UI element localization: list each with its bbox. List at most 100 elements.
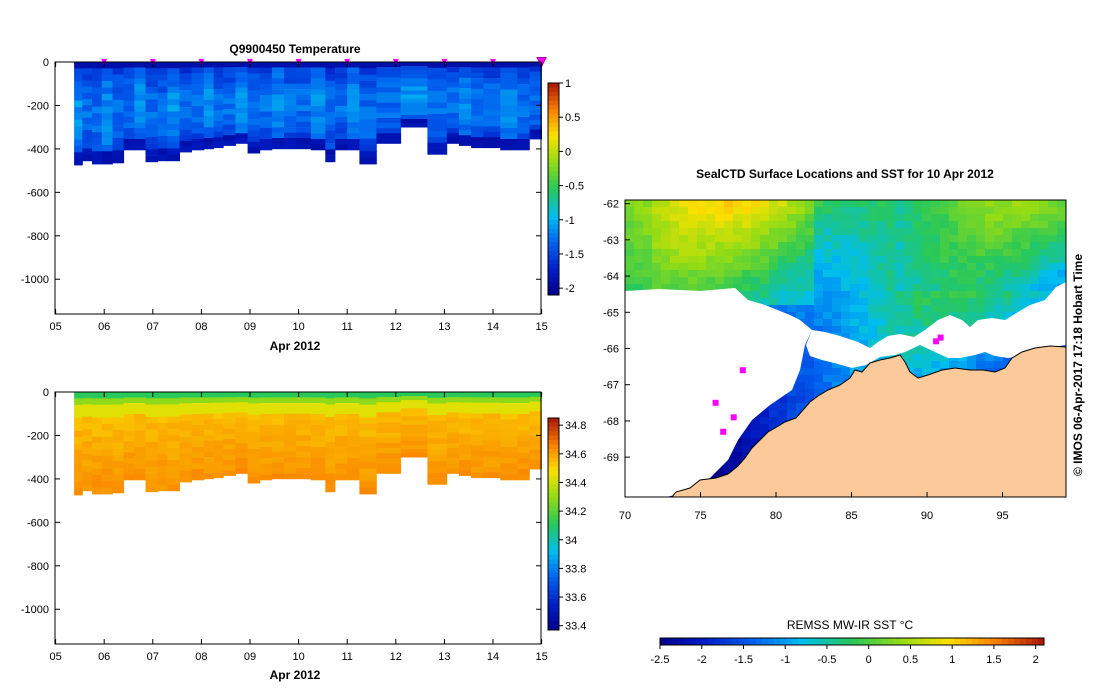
section-cell xyxy=(179,135,192,142)
colorbar-segment xyxy=(548,162,559,168)
section-cell xyxy=(259,414,273,420)
section-cell xyxy=(235,432,248,439)
section-cell xyxy=(123,430,135,437)
sst-cell xyxy=(913,291,923,299)
sst-cell xyxy=(931,207,941,215)
sst-cell xyxy=(841,214,851,222)
section-cell xyxy=(259,67,273,74)
section-cell xyxy=(82,435,93,442)
section-cell xyxy=(223,470,236,476)
section-cell xyxy=(92,404,103,412)
section-cell xyxy=(157,460,168,467)
sst-cell xyxy=(922,207,932,215)
sst-cell xyxy=(931,249,941,257)
section-cell xyxy=(459,418,472,424)
sst-cell xyxy=(814,305,824,313)
section-cell xyxy=(335,469,348,475)
section-cell xyxy=(310,397,326,404)
section-cell xyxy=(157,472,168,479)
section-cell xyxy=(500,106,518,112)
section-cell xyxy=(167,435,180,442)
section-cell xyxy=(145,112,159,119)
y-tick-label: -600 xyxy=(27,187,49,199)
sst-cell xyxy=(760,284,770,292)
sst-cell xyxy=(1039,277,1049,285)
section-cell xyxy=(310,111,326,118)
sst-cell xyxy=(634,284,644,292)
section-cell xyxy=(235,463,248,469)
section-cell xyxy=(471,445,484,452)
section-cell xyxy=(74,392,83,399)
colorbar-segment xyxy=(548,202,559,208)
colorbar-segment xyxy=(548,426,559,432)
sst-cell xyxy=(805,312,815,320)
section-cell xyxy=(446,392,460,398)
section-cell xyxy=(500,441,518,448)
section-cell xyxy=(112,404,125,412)
section-cell xyxy=(134,458,146,464)
section-cell xyxy=(191,425,205,431)
x-tick-label: 05 xyxy=(49,321,61,333)
sst-cell xyxy=(787,263,797,271)
section-cell xyxy=(459,454,472,461)
section-cell xyxy=(310,458,326,464)
section-cell xyxy=(271,105,285,112)
colorbar-segment xyxy=(548,233,559,238)
section-cell xyxy=(359,87,377,95)
sst-cell xyxy=(922,291,932,299)
section-cell xyxy=(134,89,146,96)
colorbar-segment xyxy=(548,153,559,159)
sst-cell xyxy=(796,298,806,306)
section-cell xyxy=(335,463,348,470)
section-cell xyxy=(123,95,135,101)
section-cell xyxy=(213,121,224,127)
sst-cell xyxy=(1012,256,1022,264)
sst-cell xyxy=(877,256,887,264)
sst-cell xyxy=(1057,256,1066,264)
sst-cell xyxy=(814,361,824,369)
section-cell xyxy=(247,403,261,410)
section-cell xyxy=(82,404,93,411)
sst-cell xyxy=(796,305,806,313)
sst-cell xyxy=(994,354,1004,362)
sst-colorbar-tick-label: -0.5 xyxy=(817,654,836,666)
sst-cell xyxy=(823,368,833,376)
sst-cell xyxy=(1048,242,1058,250)
sst-cell xyxy=(724,263,734,271)
sst-cell xyxy=(850,333,860,341)
sst-colorbar-segment xyxy=(1008,638,1015,645)
colorbar-segment xyxy=(548,219,559,225)
sst-cell xyxy=(868,340,878,348)
sst-cell xyxy=(733,242,743,250)
section-cell xyxy=(259,447,273,453)
section-cell xyxy=(271,419,285,425)
sst-cell xyxy=(904,200,914,208)
colorbar-segment xyxy=(548,612,559,618)
section-cell xyxy=(376,453,402,459)
sst-cell xyxy=(841,298,851,306)
temperature-title: Q9900450 Temperature xyxy=(229,42,361,56)
sst-cell xyxy=(715,221,725,229)
sst-cell xyxy=(877,354,887,362)
section-cell xyxy=(310,441,326,448)
section-cell xyxy=(223,392,236,398)
section-cell xyxy=(247,67,261,74)
sst-cell xyxy=(904,214,914,222)
sst-cell xyxy=(823,228,833,236)
section-cell xyxy=(325,80,336,88)
sst-cell xyxy=(904,242,914,250)
section-cell xyxy=(347,73,360,79)
sst-cell xyxy=(949,249,959,257)
section-cell xyxy=(134,441,146,448)
sst-cell xyxy=(778,284,788,292)
section-cell xyxy=(400,392,428,397)
colorbar-segment xyxy=(548,594,559,600)
section-cell xyxy=(112,461,125,468)
section-cell xyxy=(427,438,448,445)
section-cell xyxy=(101,423,113,431)
sst-cell xyxy=(994,270,1004,278)
section-cell xyxy=(529,105,542,111)
section-cell xyxy=(284,392,297,398)
section-cell xyxy=(400,82,428,87)
section-cell xyxy=(446,442,460,449)
